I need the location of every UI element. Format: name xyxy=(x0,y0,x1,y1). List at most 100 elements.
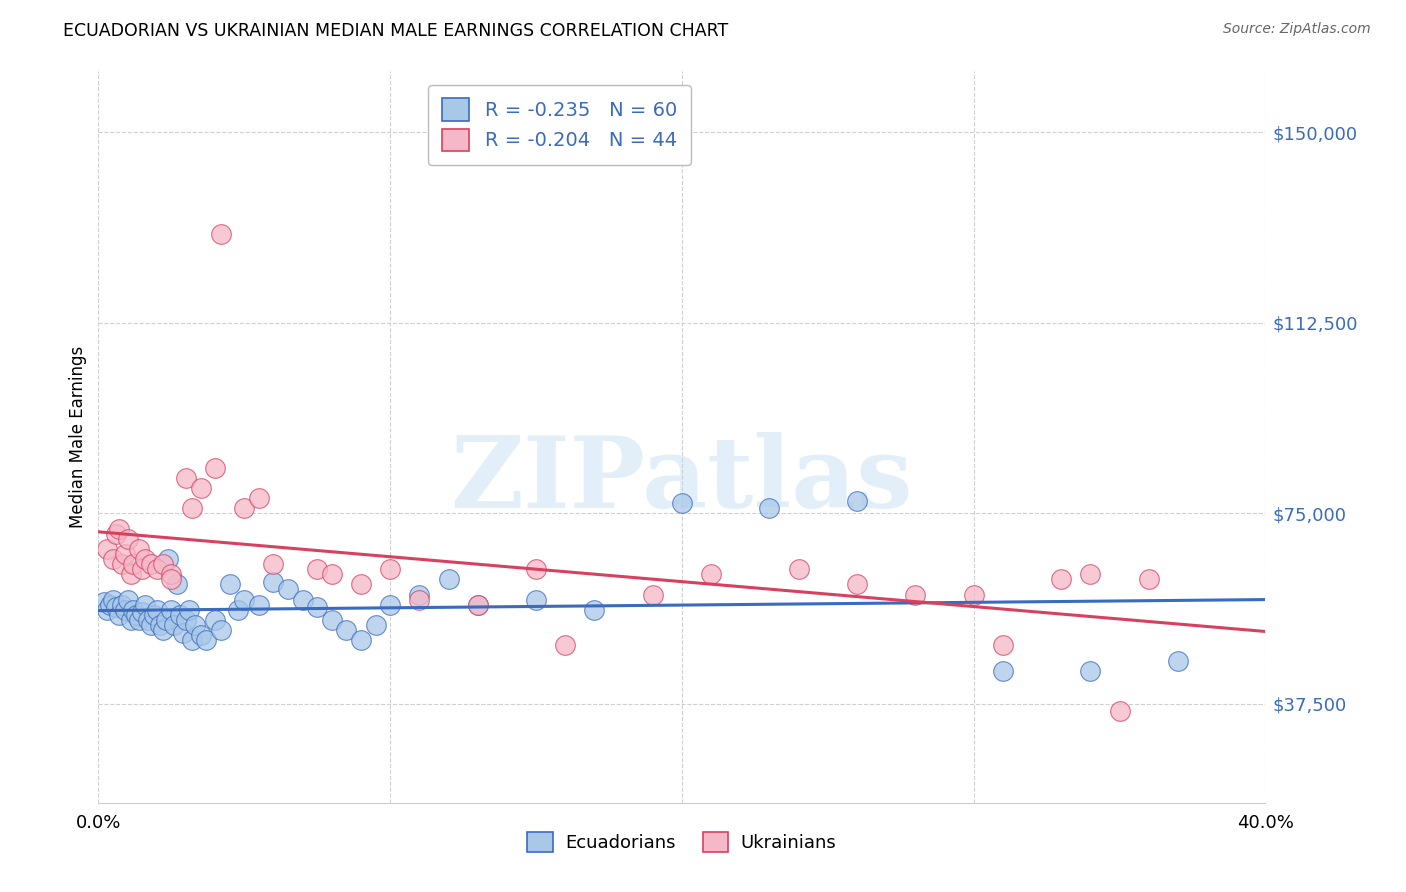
Point xyxy=(114,547,136,561)
Point xyxy=(291,592,314,607)
Point xyxy=(101,552,124,566)
Point xyxy=(111,598,134,612)
Text: Source: ZipAtlas.com: Source: ZipAtlas.com xyxy=(1223,22,1371,37)
Point xyxy=(108,607,131,622)
Point xyxy=(1080,567,1102,582)
Point xyxy=(139,618,162,632)
Point xyxy=(554,638,576,652)
Point xyxy=(128,613,150,627)
Point xyxy=(139,557,162,571)
Point xyxy=(96,603,118,617)
Point xyxy=(174,471,197,485)
Point xyxy=(321,613,343,627)
Point xyxy=(1137,572,1160,586)
Point xyxy=(146,603,169,617)
Point xyxy=(524,592,547,607)
Point xyxy=(671,496,693,510)
Point xyxy=(120,567,142,582)
Point xyxy=(1050,572,1073,586)
Point xyxy=(108,521,131,535)
Point xyxy=(114,603,136,617)
Point xyxy=(134,552,156,566)
Point xyxy=(152,623,174,637)
Point xyxy=(247,598,270,612)
Point xyxy=(262,574,284,589)
Point xyxy=(177,603,200,617)
Point xyxy=(904,588,927,602)
Point xyxy=(160,603,183,617)
Point xyxy=(209,623,232,637)
Point xyxy=(195,633,218,648)
Y-axis label: Median Male Earnings: Median Male Earnings xyxy=(69,346,87,528)
Point xyxy=(101,592,124,607)
Point xyxy=(991,664,1014,678)
Point xyxy=(183,618,205,632)
Point xyxy=(700,567,723,582)
Point xyxy=(204,460,226,475)
Text: ZIPatlas: ZIPatlas xyxy=(451,433,912,530)
Point xyxy=(218,577,240,591)
Point xyxy=(335,623,357,637)
Point xyxy=(467,598,489,612)
Point xyxy=(190,628,212,642)
Point xyxy=(307,562,329,576)
Point xyxy=(152,557,174,571)
Legend: Ecuadorians, Ukrainians: Ecuadorians, Ukrainians xyxy=(520,824,844,860)
Point xyxy=(104,526,127,541)
Point xyxy=(787,562,810,576)
Point xyxy=(163,618,186,632)
Point xyxy=(846,577,869,591)
Point xyxy=(131,562,153,576)
Point xyxy=(149,618,172,632)
Text: ECUADORIAN VS UKRAINIAN MEDIAN MALE EARNINGS CORRELATION CHART: ECUADORIAN VS UKRAINIAN MEDIAN MALE EARN… xyxy=(63,22,728,40)
Point xyxy=(380,562,402,576)
Point xyxy=(120,613,142,627)
Point xyxy=(117,532,139,546)
Point xyxy=(169,607,191,622)
Point xyxy=(641,588,664,602)
Point xyxy=(122,557,145,571)
Point xyxy=(1108,705,1130,719)
Point xyxy=(142,607,165,622)
Point xyxy=(437,572,460,586)
Point xyxy=(228,603,250,617)
Point xyxy=(1167,654,1189,668)
Point xyxy=(122,603,145,617)
Point xyxy=(125,607,148,622)
Point xyxy=(233,501,256,516)
Point xyxy=(991,638,1014,652)
Point xyxy=(321,567,343,582)
Point xyxy=(524,562,547,576)
Point xyxy=(166,577,188,591)
Point xyxy=(247,491,270,505)
Point xyxy=(160,572,183,586)
Point xyxy=(155,613,177,627)
Point xyxy=(262,557,284,571)
Point xyxy=(846,493,869,508)
Point xyxy=(146,562,169,576)
Point xyxy=(408,588,430,602)
Point xyxy=(583,603,606,617)
Point xyxy=(128,541,150,556)
Point xyxy=(1080,664,1102,678)
Point xyxy=(277,582,299,597)
Point xyxy=(364,618,387,632)
Point xyxy=(98,598,121,612)
Point xyxy=(93,595,115,609)
Point xyxy=(131,605,153,619)
Point xyxy=(204,613,226,627)
Point xyxy=(136,613,159,627)
Point xyxy=(174,613,197,627)
Point xyxy=(962,588,984,602)
Point xyxy=(117,592,139,607)
Point xyxy=(380,598,402,612)
Point xyxy=(190,481,212,495)
Point xyxy=(180,501,202,516)
Point xyxy=(758,501,780,516)
Point xyxy=(134,598,156,612)
Point xyxy=(467,598,489,612)
Point xyxy=(180,633,202,648)
Point xyxy=(111,557,134,571)
Point xyxy=(104,600,127,615)
Point xyxy=(307,600,329,615)
